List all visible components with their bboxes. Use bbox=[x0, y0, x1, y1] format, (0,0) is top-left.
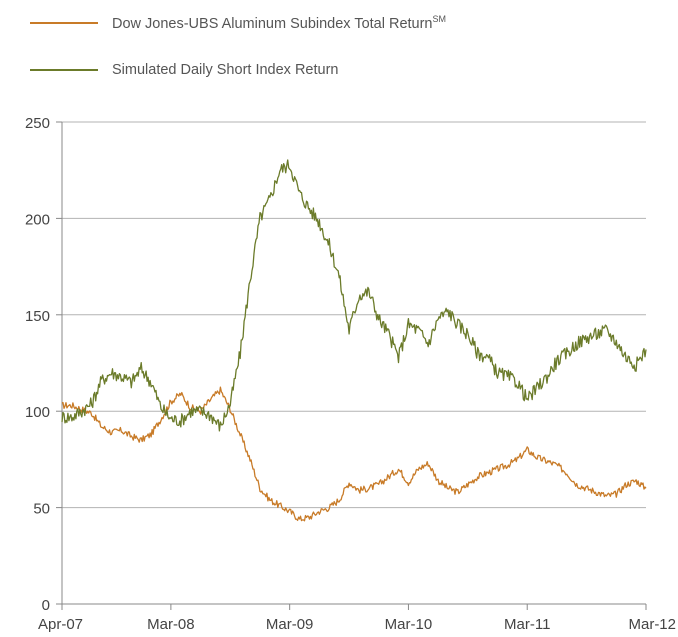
legend: Dow Jones-UBS Aluminum Subindex Total Re… bbox=[0, 0, 678, 90]
legend-label-aluminum-subindex: Dow Jones-UBS Aluminum Subindex Total Re… bbox=[112, 14, 446, 32]
y-tick-label-200: 200 bbox=[25, 211, 50, 228]
y-tick-label-250: 250 bbox=[25, 115, 50, 132]
x-tick-label-Mar-09: Mar-09 bbox=[266, 616, 314, 633]
legend-swatch-aluminum-subindex bbox=[30, 22, 98, 24]
y-tick-label-0: 0 bbox=[42, 597, 50, 614]
legend-swatch-short-index bbox=[30, 69, 98, 71]
axes bbox=[56, 121, 647, 610]
x-tick-label-Mar-10: Mar-10 bbox=[385, 616, 433, 633]
legend-label-aluminum-text: Dow Jones-UBS Aluminum Subindex Total Re… bbox=[112, 15, 433, 32]
x-tick-label-Mar-11: Mar-11 bbox=[504, 616, 550, 633]
x-tick-label-Apr-07: Apr-07 bbox=[38, 616, 83, 633]
y-axis-tick-labels: 0 50 100 150 200 250 bbox=[25, 115, 50, 614]
y-tick-label-50: 50 bbox=[33, 501, 50, 518]
x-axis-tick-labels: Apr-07 Mar-08 Mar-09 Mar-10 Mar-11 Mar-12 bbox=[38, 616, 676, 633]
legend-item-short-index: Simulated Daily Short Index Return bbox=[30, 60, 338, 80]
grid-lines bbox=[62, 121, 646, 509]
y-tick-label-150: 150 bbox=[25, 308, 50, 325]
series-lines bbox=[61, 159, 647, 522]
x-tick-label-Mar-08: Mar-08 bbox=[147, 616, 195, 633]
legend-item-aluminum-subindex: Dow Jones-UBS Aluminum Subindex Total Re… bbox=[30, 13, 446, 33]
y-tick-label-100: 100 bbox=[25, 404, 50, 421]
legend-label-short-index: Simulated Daily Short Index Return bbox=[112, 62, 339, 78]
series-line-aluminum-subindex bbox=[61, 386, 647, 522]
x-tick-label-Mar-12: Mar-12 bbox=[628, 616, 676, 633]
legend-label-aluminum-superscript: SM bbox=[432, 14, 447, 25]
series-line-short-index bbox=[61, 159, 647, 432]
